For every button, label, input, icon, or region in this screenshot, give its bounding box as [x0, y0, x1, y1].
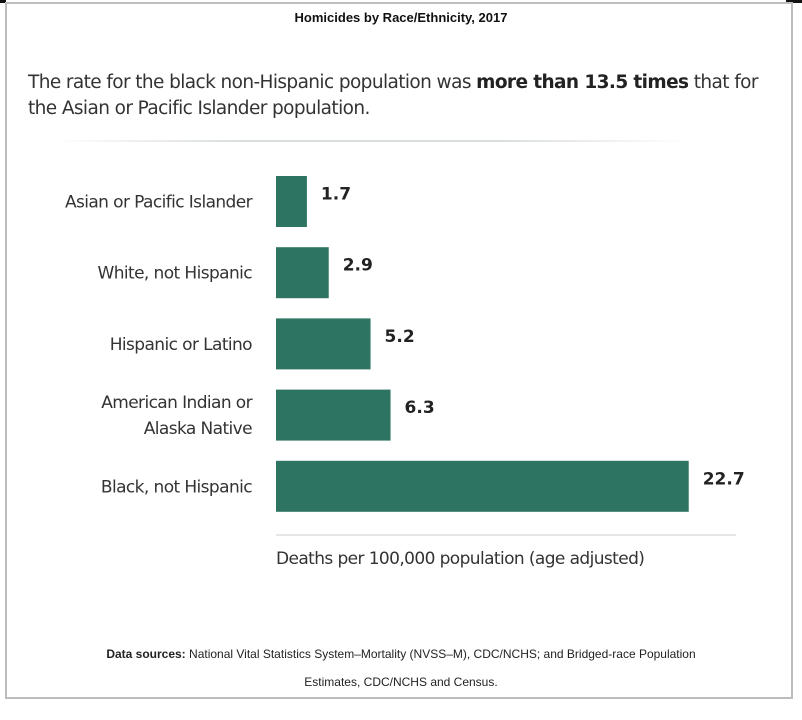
value-label-3: 6.3: [405, 398, 435, 418]
headline-text-bold: more than 13.5 times: [476, 72, 689, 93]
bar-0: [276, 176, 307, 227]
category-label-3-line-1: Alaska Native: [144, 419, 252, 439]
category-label-0: Asian or Pacific Islander: [65, 193, 253, 213]
category-label-4: Black, not Hispanic: [101, 477, 252, 497]
data-sources-line-2: Estimates, CDC/NCHS and Census.: [304, 675, 498, 689]
data-sources-text-1: National Vital Statistics System–Mortali…: [185, 647, 696, 661]
value-label-4: 22.7: [703, 469, 745, 489]
bar-4: [276, 460, 689, 512]
category-label-3-line-0: American Indian or: [101, 393, 252, 413]
category-label-1: White, not Hispanic: [98, 264, 253, 284]
corner-mark-left: [0, 0, 6, 3]
headline-separator: [50, 140, 690, 142]
chart-frame: [5, 2, 793, 699]
corner-mark-right: [786, 0, 802, 3]
x-axis-title: Deaths per 100,000 population (age adjus…: [276, 549, 644, 569]
data-sources-label: Data sources:: [106, 647, 186, 661]
value-label-1: 2.9: [343, 256, 373, 276]
bar-2: [276, 318, 371, 370]
headline-text-after: that for the Asian or Pacific Islander p…: [28, 72, 758, 119]
chart-title: Homicides by Race/Ethnicity, 2017: [294, 10, 508, 25]
category-label-2: Hispanic or Latino: [110, 335, 252, 355]
headline-text-before: The rate for the black non-Hispanic popu…: [28, 72, 477, 93]
headline: The rate for the black non-Hispanic popu…: [28, 70, 768, 122]
data-sources: Data sources: National Vital Statistics …: [0, 640, 802, 696]
bar-1: [276, 247, 329, 299]
value-label-2: 5.2: [385, 327, 415, 347]
bar-3: [276, 389, 391, 441]
data-sources-line-1: Data sources: National Vital Statistics …: [0, 640, 802, 668]
value-label-0: 1.7: [321, 185, 351, 205]
